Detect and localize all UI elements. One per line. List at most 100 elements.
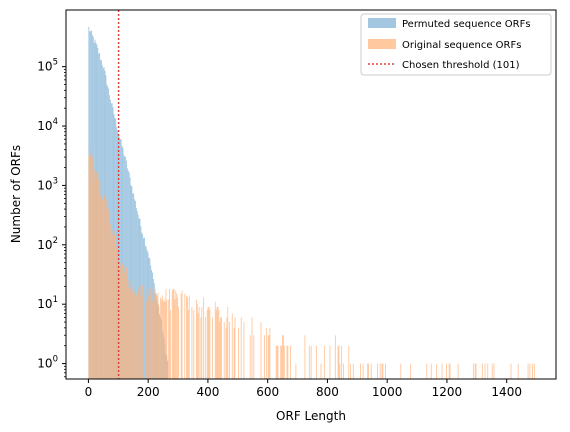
histogram-bar (107, 217, 108, 379)
histogram-bar (205, 317, 206, 379)
histogram-bar (114, 231, 115, 379)
histogram-bar (165, 289, 166, 379)
histogram-bar (487, 364, 488, 379)
x-axis: 0 200 400 600 800 1000 1200 1400 (85, 379, 522, 399)
histogram-bar (111, 237, 112, 379)
histogram-bar (105, 208, 106, 379)
histogram-bar (218, 310, 219, 379)
histogram-bar (97, 171, 98, 379)
histogram-bar (277, 346, 278, 379)
histogram-bar (473, 364, 474, 379)
histogram-bar (181, 294, 182, 379)
y-tick-label: 103 (37, 176, 58, 192)
histogram-bar (338, 346, 339, 379)
histogram-bar (122, 263, 123, 379)
histogram-bar (187, 297, 188, 379)
histogram-bar (155, 289, 156, 379)
histogram-bar (149, 258, 150, 379)
histogram-bar (280, 346, 281, 379)
y-axis-label: Number of ORFs (9, 145, 23, 243)
x-tick-label: 1400 (491, 385, 522, 399)
histogram-bar (140, 296, 141, 379)
histogram-bar (276, 346, 277, 379)
histogram-bar (100, 195, 101, 379)
histogram-bar (167, 361, 168, 379)
histogram-bar (217, 307, 218, 379)
histogram-bar (175, 291, 176, 379)
x-tick-label: 200 (137, 385, 160, 399)
histogram-bar (110, 225, 111, 379)
histogram-bar (96, 173, 97, 379)
histogram-bar (125, 271, 126, 379)
histogram-bar (410, 364, 411, 379)
histogram-bar (295, 364, 296, 379)
histogram-bar (112, 234, 113, 379)
histogram-bar (341, 346, 342, 379)
histogram-bar (283, 335, 284, 379)
histogram-bar (121, 263, 122, 379)
histogram-bar (221, 317, 222, 379)
histogram-bar (269, 328, 270, 379)
histogram-bar (141, 233, 142, 379)
histogram-bar (127, 274, 128, 379)
legend-label-original: Original sequence ORFs (402, 40, 521, 51)
histogram-bar (287, 346, 288, 379)
histogram-bar (284, 346, 285, 379)
histogram-bar (266, 328, 267, 379)
histogram-bar (197, 304, 198, 379)
histogram-bar (335, 335, 336, 379)
histogram-bar (196, 300, 197, 380)
histogram-bar (220, 317, 221, 379)
histogram-bar (309, 346, 310, 379)
histogram-bar (153, 286, 154, 379)
histogram-bar (226, 328, 227, 379)
histogram-bar (217, 307, 218, 379)
histogram-bar (106, 200, 107, 379)
histogram-bar (157, 292, 158, 379)
histogram-bar (90, 154, 91, 379)
histogram-bar (534, 364, 535, 379)
y-tick-label: 102 (37, 236, 58, 252)
histogram-bar (135, 292, 136, 379)
histogram-bar (243, 322, 244, 379)
histogram-bar (492, 364, 493, 379)
histogram-bar (124, 273, 125, 379)
y-axis: 100 101 102 103 104 105 (37, 58, 66, 377)
histogram-bar (227, 307, 228, 379)
histogram-bar (224, 322, 225, 379)
histogram-bar (172, 291, 173, 379)
histogram-bar (371, 364, 372, 379)
histogram-bar (93, 156, 94, 379)
histogram-bar (268, 335, 269, 379)
legend-swatch-original (368, 39, 396, 49)
x-tick-label: 1000 (372, 385, 403, 399)
histogram-bar (128, 287, 129, 379)
histogram-bar (140, 285, 141, 379)
histogram-bar (431, 364, 432, 379)
histogram-bar (385, 364, 386, 379)
x-tick-label: 400 (196, 385, 219, 399)
histogram-bar (148, 296, 149, 379)
histogram-bar (321, 364, 322, 379)
histogram-bar (235, 317, 236, 379)
histogram-bar (120, 267, 121, 379)
histogram-bar (208, 307, 209, 379)
histogram-bar (184, 294, 185, 379)
histogram-bar (162, 296, 163, 379)
histogram-bar (363, 364, 364, 379)
histogram-bar (252, 317, 253, 379)
histogram-bar (158, 304, 159, 379)
histogram-bar (143, 304, 144, 379)
histogram-bar (126, 267, 127, 379)
y-tick-label: 105 (37, 58, 58, 74)
histogram-bar (380, 364, 381, 379)
histogram-bar (170, 310, 171, 379)
histogram-bar (269, 335, 270, 379)
histogram-bar (212, 317, 213, 379)
histogram-bar (178, 307, 179, 379)
histogram-bar (94, 169, 95, 379)
histogram-bar (215, 302, 216, 379)
histogram-bar (449, 364, 450, 379)
histogram-bar (200, 317, 201, 379)
histogram-bar (241, 317, 242, 379)
